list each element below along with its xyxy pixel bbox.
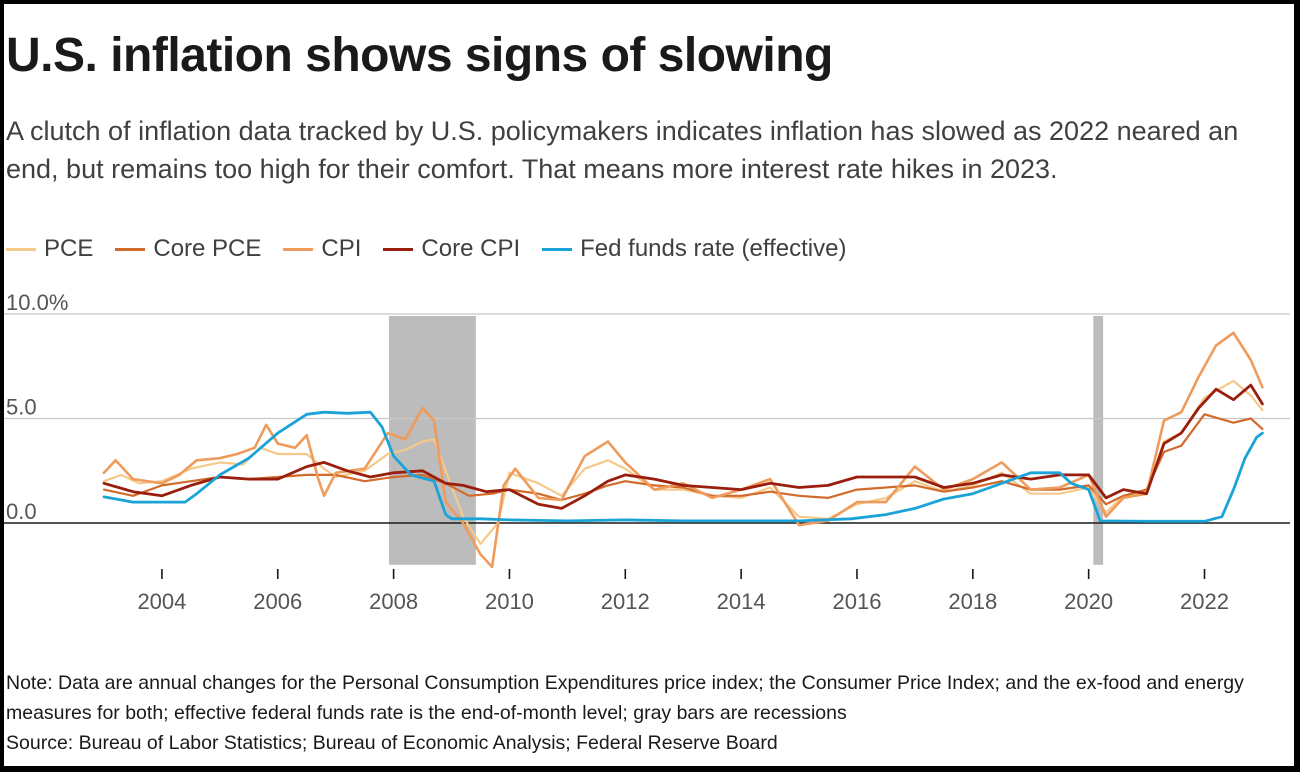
legend-item-cpi: CPI (283, 235, 361, 263)
legend-swatch (6, 247, 36, 251)
data-series (102, 331, 1264, 569)
chart-notes: Note: Data are annual changes for the Pe… (6, 668, 1290, 758)
series-line-cpi (102, 331, 1264, 569)
series-line-core-cpi (102, 383, 1264, 510)
recession-bars (388, 316, 1104, 565)
x-tick-label: 2014 (717, 589, 766, 614)
chart-legend: PCE Core PCE CPI Core CPI Fed funds rate (ef… (6, 234, 868, 264)
legend-swatch (283, 247, 314, 251)
page-title: U.S. inflation shows signs of slowing (6, 29, 833, 82)
grid-lines (4, 313, 1290, 524)
x-tick-label: 2004 (137, 589, 186, 614)
legend-swatch (115, 247, 146, 251)
y-axis-labels: 0.0 5.0 10.0% (6, 294, 68, 524)
legend-label: PCE (44, 235, 94, 262)
legend-label: CPI (321, 235, 362, 262)
x-tick-label: 2010 (485, 589, 534, 614)
x-tick-label: 2016 (832, 589, 881, 614)
y-tick-label: 0.0 (6, 499, 37, 524)
legend-item-fed-funds-rate-effective: Fed funds rate (effective) (542, 235, 846, 263)
x-tick-label: 2008 (369, 589, 418, 614)
inflation-line-chart: 0.0 5.0 10.0% 2004 2006 2008 2010 2012 2014 2016… (4, 294, 1290, 614)
recession-bar-2 (1093, 316, 1104, 565)
x-tick-label: 2020 (1064, 589, 1113, 614)
note-text: Note: Data are annual changes for the Pe… (6, 672, 1244, 724)
series-line-fed-funds-rate-effective (102, 410, 1264, 523)
legend-item-core-cpi: Core CPI (383, 235, 520, 263)
x-tick-label: 2006 (253, 589, 302, 614)
y-tick-label: 10.0% (6, 294, 68, 315)
legend-label: Core PCE (153, 235, 262, 262)
source-text: Source: Bureau of Labor Statistics; Bure… (6, 732, 778, 754)
legend-swatch (542, 247, 573, 251)
chart-card: U.S. inflation shows signs of slowing A … (4, 4, 1294, 766)
x-tick-label: 2012 (601, 589, 650, 614)
legend-swatch (383, 247, 414, 251)
x-tick-label: 2022 (1180, 589, 1229, 614)
legend-label: Core CPI (421, 235, 521, 262)
page-subtitle: A clutch of inflation data tracked by U.… (6, 116, 1239, 184)
legend-label: Fed funds rate (effective) (580, 235, 847, 262)
x-axis: 2004 2006 2008 2010 2012 2014 2016 2018 2020 2022 (137, 569, 1229, 614)
legend-item-pce: PCE (6, 235, 93, 263)
x-tick-label: 2018 (948, 589, 997, 614)
series-line-pce (102, 379, 1264, 545)
y-tick-label: 5.0 (6, 395, 37, 420)
legend-item-core-pce: Core PCE (115, 235, 261, 263)
